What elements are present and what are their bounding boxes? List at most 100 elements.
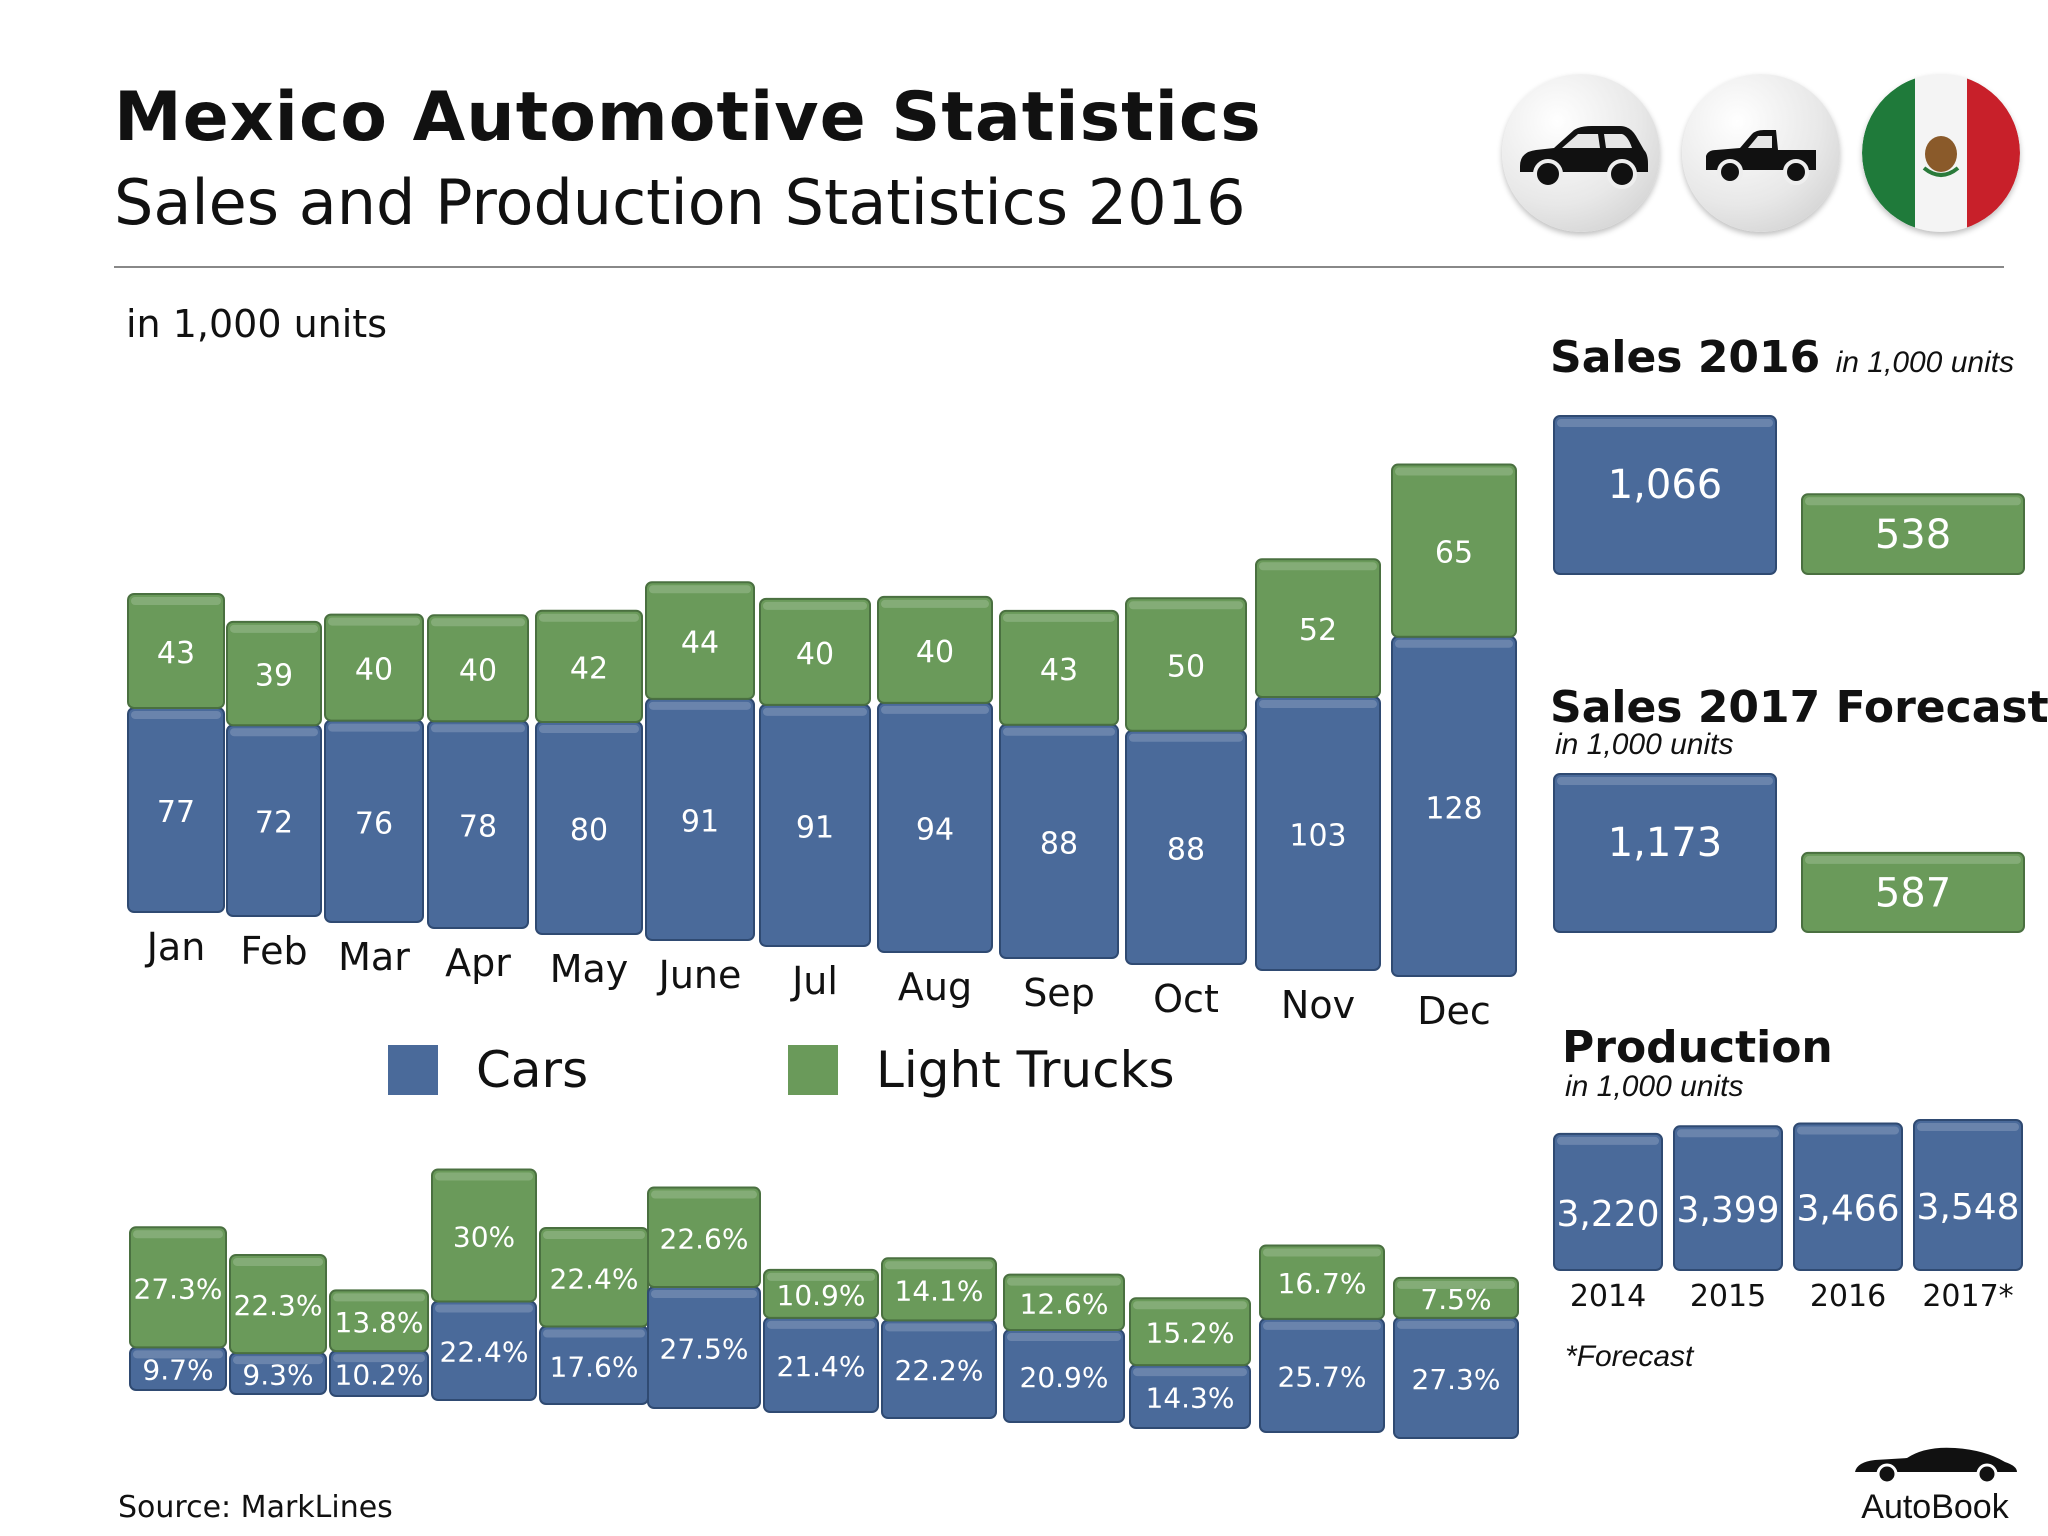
production-2017-bar-face [1913, 1119, 2023, 1271]
pct-bar-cars-apr [431, 1300, 537, 1401]
pct-bar-trucks-mar-face [329, 1289, 429, 1353]
pct-label-cars-feb: 9.3% [242, 1359, 313, 1392]
bar-trucks-jan [127, 593, 225, 709]
pct-bar-trucks-sep-face [1003, 1273, 1125, 1332]
pct-label-trucks-oct: 15.2% [1146, 1317, 1235, 1350]
production-chart: 3,220 2014 3,399 2015 3,466 2016 3,548 2017* [1553, 1119, 2023, 1314]
tick-apr: Apr [445, 941, 511, 985]
sales-2017-bar-cars [1553, 773, 1777, 933]
bar-cars-oct [1125, 729, 1247, 965]
bar-trucks-oct-highlight [1129, 601, 1243, 610]
bar-trucks-aug-highlight [881, 599, 989, 608]
label-cars-may: 80 [570, 813, 608, 848]
sales-2016-units: in 1,000 units [1835, 346, 2015, 379]
pct-bar-cars-sep-highlight [1007, 1333, 1121, 1342]
bar-trucks-oct [1125, 597, 1247, 732]
pct-bar-cars-jul-highlight [767, 1320, 875, 1329]
bar-trucks-sep [999, 609, 1119, 726]
pct-label-cars-june: 27.5% [660, 1333, 749, 1366]
bar-trucks-june [645, 581, 755, 700]
tick-nov: Nov [1281, 983, 1355, 1027]
pct-label-cars-oct: 14.3% [1146, 1382, 1235, 1415]
pct-label-cars-sep: 20.9% [1020, 1361, 1109, 1394]
sales-2016-bar-trucks [1801, 493, 2025, 575]
pct-bar-trucks-dec-highlight [1397, 1280, 1515, 1289]
pct-label-cars-jul: 21.4% [777, 1350, 866, 1383]
pct-bar-cars-jul [763, 1316, 879, 1413]
sales-2017-bar-trucks-highlight [1805, 855, 2021, 864]
label-cars-mar: 76 [355, 806, 393, 841]
mexico-flag-icon [1862, 74, 2020, 232]
pct-bar-trucks-apr-face [431, 1168, 537, 1303]
header-divider [114, 266, 2004, 268]
legend-cars: Cars [388, 1040, 588, 1100]
source-note: Source: MarkLines [118, 1490, 393, 1525]
bar-cars-jul [759, 703, 871, 947]
label-trucks-mar: 40 [355, 653, 393, 688]
label-cars-jul: 91 [796, 810, 834, 845]
production-2015-bar-highlight [1677, 1129, 1779, 1138]
bar-trucks-aug [877, 595, 993, 704]
label-trucks-sep: 43 [1040, 653, 1078, 688]
bar-trucks-dec-face [1391, 463, 1517, 638]
sales-2017-bar-cars-face [1553, 773, 1777, 933]
bar-cars-dec-highlight [1395, 639, 1513, 648]
legend-cars-swatch [388, 1045, 438, 1095]
pct-bar-trucks-oct-highlight [1133, 1301, 1247, 1310]
label-cars-sep: 88 [1040, 826, 1078, 861]
label-trucks-may: 42 [570, 651, 608, 686]
bar-cars-feb-highlight [230, 728, 318, 737]
pct-bar-cars-oct-highlight [1133, 1368, 1247, 1377]
pct-label-trucks-jul: 10.9% [777, 1279, 866, 1312]
bar-cars-sep-highlight [1003, 727, 1115, 736]
label-cars-dec: 128 [1425, 791, 1482, 826]
label-trucks-june: 44 [681, 626, 719, 661]
bar-cars-aug [877, 701, 993, 953]
pct-bar-cars-aug-highlight [885, 1323, 993, 1332]
pct-bar-cars-feb-highlight [233, 1356, 323, 1365]
tick-dec: Dec [1417, 989, 1491, 1033]
bar-trucks-may-highlight [539, 613, 639, 622]
production-2015-bar [1673, 1125, 1783, 1272]
label-trucks-jul: 40 [796, 637, 834, 672]
pct-label-cars-apr: 22.4% [440, 1336, 529, 1369]
production-2014-bar-highlight [1557, 1136, 1659, 1145]
production-2014-bar [1553, 1132, 1663, 1271]
units-label: in 1,000 units [126, 302, 388, 346]
pct-bar-cars-aug [881, 1319, 997, 1420]
bar-trucks-nov-face [1255, 558, 1381, 699]
sales-2016-bar-cars-face [1553, 415, 1777, 575]
sales-2016-title: Sales 2016 in 1,000 units [1550, 332, 2014, 383]
pct-bar-trucks-jul [763, 1268, 879, 1319]
tick-sep: Sep [1023, 971, 1095, 1015]
production-2017-bar-highlight [1917, 1123, 2019, 1131]
pct-label-cars-dec: 27.3% [1412, 1363, 1501, 1396]
legend-light-trucks: Light Trucks [788, 1040, 1175, 1100]
bar-trucks-dec [1391, 463, 1517, 638]
bar-trucks-nov [1255, 558, 1381, 699]
pct-bar-trucks-aug-face [881, 1257, 997, 1322]
label-trucks-apr: 40 [459, 653, 497, 688]
pct-bar-cars-june [647, 1286, 761, 1409]
production-2014-bar-face [1553, 1132, 1663, 1271]
tick-oct: Oct [1153, 977, 1219, 1021]
pct-label-trucks-sep: 12.6% [1020, 1287, 1109, 1320]
bar-trucks-nov-highlight [1259, 562, 1377, 571]
bar-trucks-jan-face [127, 593, 225, 709]
bar-trucks-jan-highlight [131, 597, 221, 605]
sales-2016-bar-cars [1553, 415, 1777, 575]
car-icon [1502, 74, 1660, 232]
monthly-sales-chart: 77 43 Jan 72 39 Feb 76 40 Mar 78 40 Apr 80 42 May 91 44 J… [127, 463, 1517, 1033]
tick-jan: Jan [145, 925, 206, 969]
bar-trucks-apr-highlight [431, 618, 525, 627]
sales-2017-units: in 1,000 units [1555, 728, 1734, 761]
bar-cars-apr-highlight [431, 724, 525, 733]
pct-bar-cars-dec-highlight [1397, 1320, 1515, 1329]
tick-may: May [550, 947, 629, 991]
bar-cars-jan-highlight [131, 710, 221, 719]
bar-trucks-may [535, 609, 643, 723]
label-cars-jan: 77 [157, 795, 195, 830]
production-2014-tick: 2014 [1570, 1279, 1646, 1314]
bar-cars-oct-highlight [1129, 733, 1243, 742]
production-2017-bar [1913, 1119, 2023, 1271]
